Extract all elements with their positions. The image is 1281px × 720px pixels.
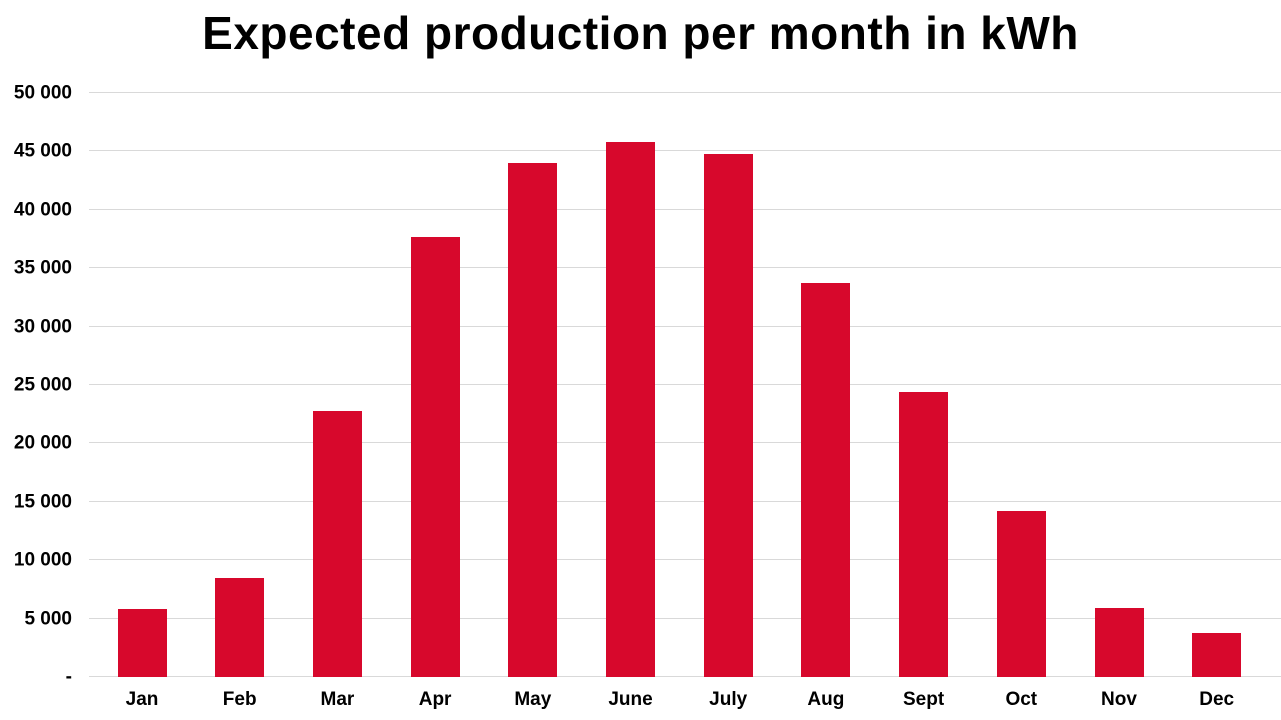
x-tick-label-june: June	[608, 689, 653, 710]
y-tick-label: 10 000	[13, 549, 72, 571]
gridline	[89, 208, 1281, 210]
y-axis-labels: - 5 000 10 000 15 000 20 000 25 000 30 000 35 0…	[0, 84, 81, 687]
y-tick-label: 50 000	[13, 82, 72, 104]
gridline	[89, 617, 1281, 619]
x-tick-label-apr: Apr	[418, 689, 452, 710]
gridline	[89, 92, 1281, 93]
plot-area	[89, 92, 1281, 677]
y-tick-label: 35 000	[13, 257, 72, 279]
bar-dec	[1192, 632, 1242, 677]
x-tick-label-oct: Oct	[1005, 689, 1038, 710]
gridline	[89, 384, 1281, 385]
bar-sept	[899, 392, 949, 677]
bar-jan	[117, 609, 167, 677]
bar-oct	[996, 511, 1046, 677]
y-tick-label: 15 000	[13, 491, 72, 513]
x-tick-label-aug: Aug	[807, 689, 845, 710]
y-tick-label: 20 000	[13, 432, 72, 454]
bar-nov	[1094, 608, 1144, 677]
y-tick-label: 5 000	[24, 608, 72, 630]
x-tick-label-july: July	[709, 689, 748, 710]
bar-mar	[312, 410, 362, 677]
y-tick-label: 25 000	[13, 374, 72, 396]
gridline	[89, 676, 1281, 677]
bar-aug	[801, 283, 851, 677]
y-tick-label: -	[65, 666, 72, 688]
gridline	[89, 325, 1281, 327]
bar-may	[508, 163, 558, 677]
gridline	[89, 442, 1281, 444]
y-tick-label: 30 000	[13, 316, 72, 338]
bar-july	[703, 153, 753, 677]
gridline	[89, 500, 1281, 502]
x-tick-label-jan: Jan	[125, 689, 159, 710]
gridline	[89, 267, 1281, 269]
x-tick-label-sept: Sept	[903, 689, 945, 710]
gridline	[89, 150, 1281, 152]
y-tick-label: 45 000	[13, 140, 72, 162]
gridline	[89, 559, 1281, 561]
x-tick-label-mar: Mar	[320, 689, 355, 710]
x-tick-label-nov: Nov	[1101, 689, 1137, 710]
x-tick-label-feb: Feb	[222, 689, 257, 710]
y-tick-label: 40 000	[13, 199, 72, 221]
x-tick-label-may: May	[514, 689, 552, 710]
x-tick-label-dec: Dec	[1199, 689, 1235, 710]
x-axis-labels: Jan Feb Mar Apr May June July Aug Sept Oct Nov Dec	[89, 689, 1281, 715]
chart-title: Expected production per month in kWh	[202, 7, 1079, 59]
bar-apr	[410, 236, 460, 677]
bar-june	[606, 142, 655, 677]
bar-feb	[215, 577, 265, 677]
